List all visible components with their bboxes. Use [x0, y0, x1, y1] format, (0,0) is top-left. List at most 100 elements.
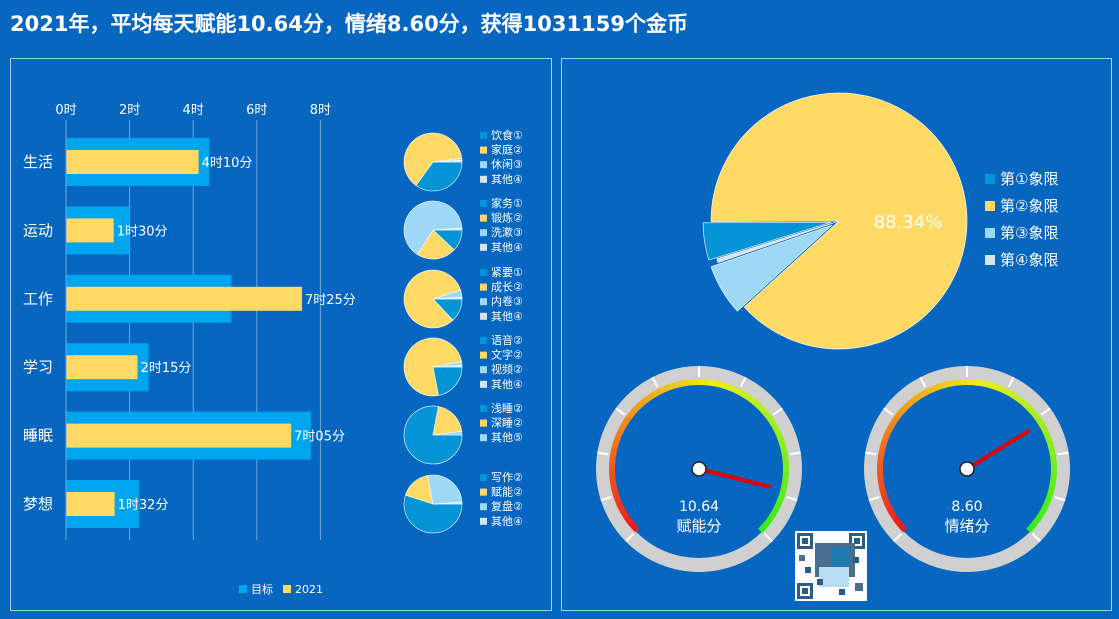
- legend-label-2021: 2021: [295, 583, 323, 596]
- pie-slice: [432, 364, 463, 368]
- gauge-color-band: [974, 379, 985, 387]
- pie-legend-swatch: [480, 488, 487, 496]
- gauge-tick: [763, 532, 773, 543]
- gauge-tick: [597, 451, 609, 456]
- legend-label-target: 目标: [251, 582, 273, 596]
- pie-legend-swatch: [480, 214, 487, 222]
- gauge-color-band: [958, 379, 968, 386]
- bar-data-label: 4时10分: [202, 156, 253, 171]
- pie-legend-label: 其他④: [491, 173, 523, 186]
- time-usage-panel: [10, 58, 552, 611]
- gauge-color-band: [877, 470, 884, 480]
- gauge-color-band: [891, 515, 902, 526]
- pie-legend-swatch: [480, 161, 487, 169]
- big-pie-legend-label: 第④象限: [1000, 251, 1058, 269]
- pie-legend-label: 内卷③: [491, 294, 523, 308]
- bar-x-tick-label: 4时: [183, 103, 204, 118]
- gauge-tick: [893, 532, 903, 543]
- gauge-tick: [789, 451, 801, 456]
- pie-legend-label: 赋能②: [491, 485, 523, 499]
- gauge-color-band: [690, 378, 700, 386]
- gauge-color-band: [658, 384, 669, 395]
- gauge-tick: [1031, 532, 1041, 543]
- bar-data-label: 1时30分: [117, 224, 168, 239]
- gauge-color-band: [610, 445, 618, 456]
- gauge-color-band: [911, 392, 923, 403]
- pie-legend-swatch: [480, 366, 487, 374]
- big-pie-legend-swatch: [985, 255, 995, 265]
- pie-legend-label: 紧要①: [491, 266, 523, 279]
- gauge-color-band: [933, 382, 945, 391]
- gauge-tick: [919, 376, 927, 388]
- gauge-color-band: [782, 471, 789, 481]
- pie-legend-label: 浅睡②: [491, 402, 523, 415]
- gauge-color-band: [780, 446, 788, 457]
- big-pie-legend-label: 第①象限: [1000, 170, 1058, 188]
- pie-slice: [432, 406, 463, 436]
- pie-legend-swatch: [480, 419, 487, 427]
- gauge-tick: [1040, 407, 1051, 416]
- gauge-color-band: [714, 380, 725, 389]
- gauge-color-band: [612, 493, 622, 505]
- gauge-color-band: [777, 438, 787, 449]
- gauge-color-band: [950, 379, 960, 387]
- gauge-color-band: [609, 462, 616, 472]
- gauge-color-band: [780, 479, 789, 490]
- gauge-color-band: [782, 462, 789, 473]
- gauge-color-band: [615, 501, 626, 512]
- gauge-color-band: [1050, 471, 1057, 481]
- actual-bar: [66, 355, 138, 380]
- pie-legend-swatch: [480, 474, 487, 481]
- gauge-value: 8.60: [951, 499, 982, 515]
- pie-legend-label: 其他④: [491, 241, 523, 254]
- pie-slice: [403, 269, 461, 329]
- gauge-color-band: [643, 392, 655, 403]
- gauge-color-band: [877, 453, 885, 464]
- pie-slice: [403, 132, 463, 186]
- gauge-needle: [697, 467, 771, 489]
- gauge-color-band: [1048, 446, 1056, 457]
- big-pie-legend-swatch: [985, 174, 995, 184]
- pie-slice: [432, 296, 463, 300]
- gauge-color-band: [729, 385, 741, 395]
- gauge-tick: [651, 376, 659, 388]
- pie-slice: [710, 92, 968, 350]
- gauge-tick: [1057, 451, 1069, 456]
- gauge-color-band: [1042, 430, 1052, 442]
- gauge-color-band: [926, 384, 937, 395]
- bar-category-label: 学习: [23, 358, 53, 376]
- bar-category-label: 生活: [23, 153, 53, 171]
- big-pie-legend-label: 第②象限: [1000, 197, 1058, 215]
- pie-slice: [415, 161, 463, 192]
- gauge-color-band: [758, 522, 769, 533]
- pie-legend-label: 语音②: [491, 333, 523, 347]
- gauge-label: 赋能分: [676, 517, 721, 535]
- gauge-color-band: [650, 388, 662, 399]
- pie-legend-swatch: [480, 434, 487, 442]
- gauge-color-band: [771, 422, 781, 434]
- gauge-color-band: [609, 453, 617, 464]
- pie-slice: [417, 229, 455, 260]
- gauge-color-band: [665, 382, 677, 391]
- gauge-color-band: [880, 493, 890, 505]
- gauge-color-band: [882, 429, 892, 441]
- gauge-color-band: [990, 382, 1001, 392]
- gauge-color-band: [614, 429, 624, 441]
- gauge-tick: [786, 496, 798, 502]
- gauge-color-band: [699, 379, 709, 386]
- pie-legend-swatch: [480, 405, 487, 412]
- pie-legend-swatch: [480, 517, 487, 525]
- pie-slice: [432, 366, 463, 396]
- gauge-color-band: [619, 508, 630, 520]
- big-pie-legend-swatch: [985, 201, 995, 211]
- pie-slice: [403, 200, 463, 255]
- pie-legend-swatch: [480, 503, 487, 511]
- gauge-tick: [883, 407, 894, 416]
- pie-slice: [432, 431, 463, 436]
- gauge-color-band: [722, 382, 733, 392]
- gauge-needle-hub: [959, 461, 975, 477]
- bar-data-label: 2时15分: [141, 361, 192, 376]
- pie-legend-label: 成长②: [491, 281, 523, 294]
- pie-slice: [403, 494, 463, 534]
- gauge-color-band: [673, 380, 685, 389]
